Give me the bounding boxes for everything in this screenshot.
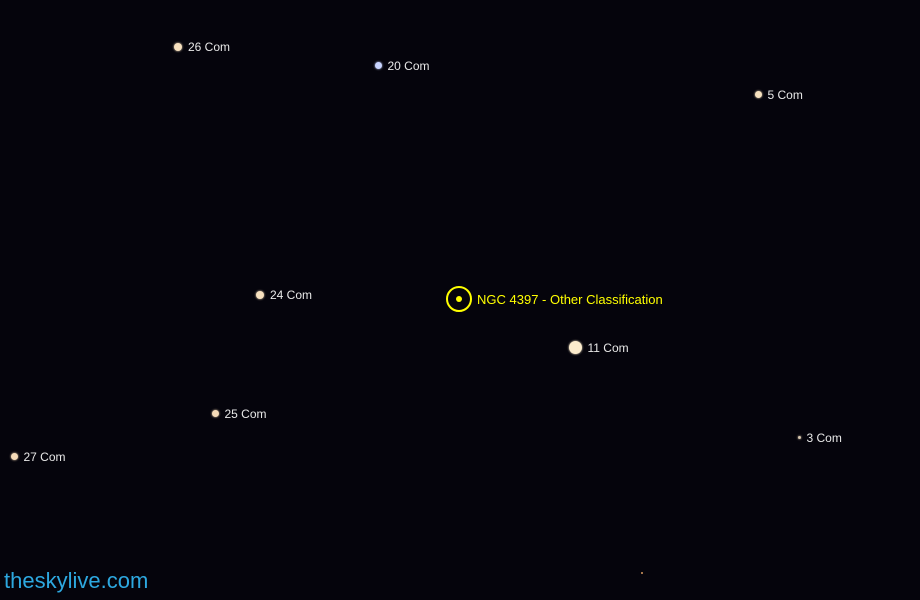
star-dot	[256, 291, 264, 299]
star-5-com: 5 Com	[755, 88, 803, 102]
star-label: 25 Com	[225, 407, 267, 421]
star-label: 27 Com	[24, 450, 66, 464]
star-label: 20 Com	[388, 59, 430, 73]
star-label: 5 Com	[768, 88, 803, 102]
star-11-com: 11 Com	[569, 341, 629, 355]
star-dot	[755, 91, 762, 98]
star-label: 3 Com	[807, 431, 842, 445]
star-dot	[174, 43, 182, 51]
star-25-com: 25 Com	[212, 407, 267, 421]
faint-star	[641, 572, 643, 574]
star-3-com: 3 Com	[798, 431, 842, 445]
star-27-com: 27 Com	[11, 450, 66, 464]
star-label: 26 Com	[188, 40, 230, 54]
star-dot	[569, 341, 582, 354]
star-dot	[212, 410, 219, 417]
star-chart: 26 Com 20 Com 5 Com 24 Com 11 Com 25 Com 27 Co…	[0, 0, 920, 600]
star-dot	[11, 453, 18, 460]
target-dot	[456, 296, 462, 302]
star-dot	[798, 436, 801, 439]
star-label: 11 Com	[588, 341, 629, 355]
star-24-com: 24 Com	[256, 288, 312, 302]
star-26-com: 26 Com	[174, 40, 230, 54]
star-label: 24 Com	[270, 288, 312, 302]
target-label: NGC 4397 - Other Classification	[477, 292, 663, 307]
watermark: theskylive.com	[4, 568, 148, 594]
star-20-com: 20 Com	[375, 59, 430, 73]
star-dot	[375, 62, 382, 69]
